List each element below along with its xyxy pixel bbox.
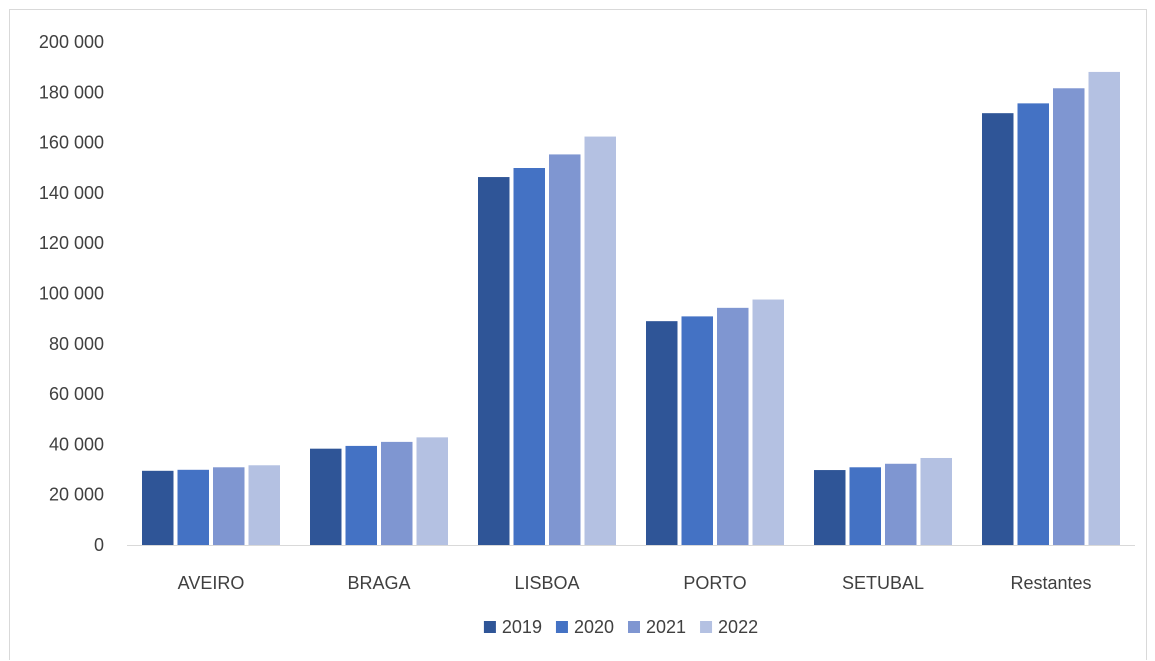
bar-aveiro-2019 (142, 470, 174, 545)
bar-aveiro-2022 (248, 465, 280, 545)
bar-restantes-2021 (1053, 88, 1085, 545)
bar-braga-2021 (381, 441, 413, 545)
bar-lisboa-2022 (584, 136, 616, 545)
bars (142, 71, 1120, 546)
legend-swatch-2019 (483, 621, 496, 633)
bar-lisboa-2021 (549, 154, 581, 545)
legend-label-2021: 2021 (646, 617, 686, 637)
y-axis: 0 20 000 40 000 60 000 80 000 100 000 120 000 1… (39, 32, 104, 555)
bar-restantes-2019 (982, 113, 1014, 545)
x-tick-label: PORTO (683, 573, 746, 593)
x-tick-label: AVEIRO (178, 573, 245, 593)
x-tick-label: Restantes (1010, 573, 1091, 593)
y-tick-label: 140 000 (39, 183, 104, 203)
legend-swatch-2021 (628, 621, 640, 633)
bar-lisboa-2019 (478, 177, 510, 546)
y-tick-label: 100 000 (39, 284, 104, 304)
bar-restantes-2022 (1088, 71, 1120, 545)
y-tick-label: 60 000 (49, 384, 104, 404)
bar-braga-2019 (310, 448, 342, 545)
y-tick-label: 40 000 (49, 434, 104, 454)
chart-area: 0 20 000 40 000 60 000 80 000 100 000 120 000 1… (9, 9, 1147, 660)
bar-braga-2020 (345, 445, 377, 545)
legend-label-2020: 2020 (574, 617, 614, 637)
bar-setubal-2022 (920, 457, 952, 545)
y-tick-label: 0 (94, 535, 104, 555)
bar-porto-2021 (717, 307, 749, 545)
y-tick-label: 200 000 (39, 32, 104, 52)
x-axis: AVEIRO BRAGA LISBOA PORTO SETUBAL Restantes (127, 545, 1135, 593)
bar-setubal-2021 (885, 463, 917, 545)
bar-restantes-2020 (1017, 103, 1049, 545)
legend-swatch-2020 (555, 621, 568, 633)
bar-aveiro-2021 (213, 467, 245, 545)
y-tick-label: 20 000 (49, 485, 104, 505)
bar-setubal-2020 (849, 467, 881, 545)
y-tick-label: 180 000 (39, 82, 104, 102)
y-tick-label: 160 000 (39, 133, 104, 153)
legend-label-2019: 2019 (502, 617, 542, 637)
y-tick-label: 120 000 (39, 233, 104, 253)
bar-porto-2019 (646, 321, 678, 545)
bar-braga-2022 (416, 437, 448, 545)
x-tick-label: SETUBAL (842, 573, 924, 593)
bar-setubal-2019 (814, 470, 846, 545)
x-tick-label: BRAGA (347, 573, 410, 593)
bar-porto-2020 (681, 316, 713, 545)
x-tick-label: LISBOA (514, 573, 579, 593)
bar-porto-2022 (752, 299, 784, 545)
legend-swatch-2022 (700, 621, 713, 633)
bar-aveiro-2020 (177, 469, 209, 545)
bar-chart: 0 20 000 40 000 60 000 80 000 100 000 120 000 1… (39, 32, 1135, 637)
legend-label-2022: 2022 (718, 617, 758, 637)
bar-lisboa-2020 (513, 168, 545, 545)
y-tick-label: 80 000 (49, 334, 104, 354)
legend: 2019 2020 2021 2022 (483, 617, 758, 637)
